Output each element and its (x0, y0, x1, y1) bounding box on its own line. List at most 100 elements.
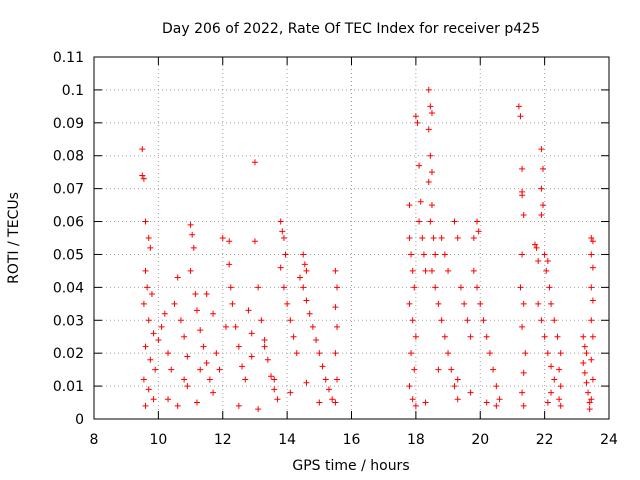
data-point (432, 251, 439, 258)
x-tick-label: 16 (343, 432, 361, 448)
data-point (297, 274, 303, 281)
data-point (203, 360, 210, 367)
data-point (287, 389, 294, 396)
chart-title: Day 206 of 2022, Rate Of TEC Index for r… (162, 21, 540, 37)
data-point (588, 235, 595, 241)
y-tick-label: 0.09 (53, 116, 84, 132)
data-point (242, 376, 249, 383)
data-point (251, 238, 258, 245)
data-point (406, 383, 413, 390)
axis-ticks (93, 56, 610, 420)
data-point (261, 343, 268, 350)
data-point (520, 369, 527, 376)
data-point (409, 267, 416, 274)
data-point (248, 353, 255, 360)
data-point (588, 251, 595, 258)
data-point (531, 241, 538, 248)
y-tick-label: 0.04 (53, 280, 84, 296)
data-point (142, 267, 149, 274)
grid-lines (94, 57, 609, 419)
data-point (535, 258, 542, 265)
data-point (454, 376, 461, 383)
data-point (219, 235, 226, 241)
data-point (454, 396, 461, 403)
data-point (445, 350, 452, 357)
data-point (171, 300, 178, 307)
data-point (313, 337, 320, 344)
data-point (422, 399, 429, 406)
data-point (540, 165, 547, 172)
data-point (271, 386, 278, 393)
data-point (540, 202, 547, 209)
data-point (457, 284, 464, 291)
data-point (557, 383, 564, 390)
data-point (580, 333, 587, 340)
scatter-points (139, 86, 596, 413)
data-point (174, 402, 181, 409)
data-point (493, 383, 500, 390)
data-point (551, 376, 558, 383)
data-point (229, 300, 236, 307)
data-point (589, 376, 596, 383)
data-point (226, 261, 233, 268)
data-point (140, 376, 147, 383)
data-point (274, 396, 281, 403)
data-point (557, 350, 564, 357)
data-point (538, 211, 545, 218)
data-point (147, 244, 154, 251)
data-point (583, 350, 590, 357)
data-point (222, 323, 229, 330)
data-point (300, 284, 307, 291)
data-point (520, 211, 527, 218)
data-point (277, 264, 284, 271)
data-point (187, 267, 194, 274)
data-point (519, 165, 526, 172)
data-point (177, 317, 184, 324)
data-point (464, 317, 471, 324)
data-point (332, 399, 339, 406)
data-point (142, 402, 149, 409)
tick-labels: 0 0.01 0.02 0.03 0.04 0.05 0.06 0.07 0.08 0.09 0.1… (53, 50, 618, 448)
data-point (210, 389, 217, 396)
data-point (406, 202, 413, 209)
data-point (412, 333, 419, 340)
data-point (216, 366, 223, 373)
data-point (544, 399, 551, 406)
data-point (461, 300, 468, 307)
data-point (213, 350, 220, 357)
data-point (280, 235, 287, 241)
data-point (332, 350, 339, 357)
data-point (414, 119, 421, 126)
data-point (408, 251, 415, 258)
y-tick-label: 0.06 (53, 215, 84, 231)
data-point (548, 389, 555, 396)
data-point (271, 376, 278, 383)
data-point (490, 366, 497, 373)
data-point (475, 228, 482, 235)
data-point (197, 327, 204, 334)
data-point (255, 406, 262, 413)
x-tick-label: 8 (90, 432, 99, 448)
data-point (261, 337, 268, 344)
data-point (438, 317, 445, 324)
data-point (483, 333, 490, 340)
data-point (581, 343, 588, 350)
data-point (406, 235, 413, 241)
data-point (533, 244, 540, 251)
data-point (197, 366, 204, 373)
data-point (548, 300, 555, 307)
data-point (435, 300, 442, 307)
data-point (441, 251, 448, 258)
data-point (556, 366, 563, 373)
data-point (419, 235, 426, 241)
data-point (412, 113, 419, 120)
data-point (541, 251, 548, 258)
y-tick-label: 0.07 (53, 182, 84, 198)
data-point (158, 323, 165, 330)
data-point (140, 300, 147, 307)
data-point (515, 103, 522, 110)
data-point (425, 126, 432, 133)
data-point (408, 350, 415, 357)
x-axis-label: GPS time / hours (292, 458, 409, 474)
data-point (411, 284, 418, 291)
